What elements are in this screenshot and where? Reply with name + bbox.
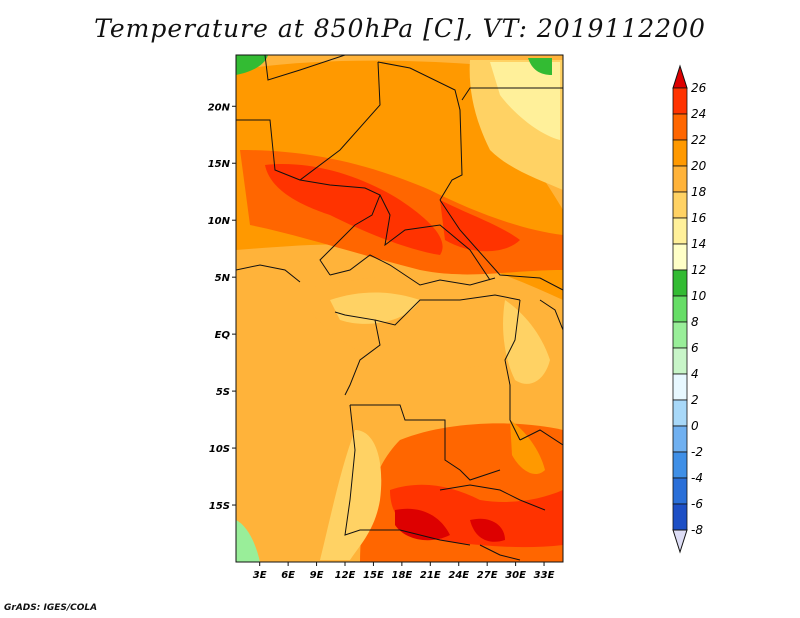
border-sudan-south <box>439 199 563 291</box>
colorbar-segment <box>672 451 688 479</box>
border-uganda-kenya <box>539 299 563 331</box>
colorbar-segment <box>672 321 688 349</box>
lat-tick-label: 20N <box>208 102 231 113</box>
colorbar-segment <box>672 191 688 219</box>
colorbar-segment <box>672 399 688 427</box>
lat-tick-label: 10N <box>208 216 231 227</box>
temperature-field <box>236 55 563 562</box>
lat-tick-label: 5N <box>215 273 231 284</box>
colorbar-label: -6 <box>691 497 703 511</box>
colorbar-label: 4 <box>691 367 699 381</box>
border-drc-east <box>504 299 521 441</box>
border-zambia-zimbabwe <box>439 484 546 511</box>
lon-tick-label: 33E <box>534 570 555 581</box>
map-frame <box>235 54 564 563</box>
colorbar-label: 0 <box>691 419 699 433</box>
lat-tick-label: 15S <box>209 501 230 512</box>
lon-tick-label: 30E <box>505 570 526 581</box>
grads-credit: GrADS: IGES/COLA <box>4 603 98 613</box>
longitude-axis: 3E 6E 9E 12E 15E 18E 21E 24E 27E 30E 33E <box>253 562 555 581</box>
colorbar-label: 22 <box>691 133 706 147</box>
colorbar-segment <box>672 373 688 401</box>
colorbar-label: -4 <box>691 471 703 485</box>
lat-tick-label: 15N <box>208 159 231 170</box>
lat-tick-label: 10S <box>209 444 230 455</box>
colorbar-under-arrow <box>672 529 688 554</box>
colorbar-segment <box>672 113 688 141</box>
lon-tick-label: 21E <box>420 570 441 581</box>
colorbar-segment <box>672 217 688 245</box>
border-cameroon-congo <box>329 254 496 286</box>
lon-tick-label: 9E <box>310 570 324 581</box>
colorbar-segment <box>672 477 688 505</box>
colorbar-segment <box>672 139 688 167</box>
colorbar-label: 12 <box>691 263 706 277</box>
colorbar-segment <box>672 503 688 531</box>
colorbar-label: 24 <box>691 107 706 121</box>
field-layer-14-16 <box>490 62 560 140</box>
lon-tick-label: 3E <box>253 570 267 581</box>
border-angola-namibia <box>344 404 471 546</box>
field-layer-20-22-east <box>510 420 545 475</box>
colorbar-segment <box>672 347 688 375</box>
lon-tick-label: 12E <box>335 570 356 581</box>
border-botswana <box>479 544 521 561</box>
colorbar-label: 26 <box>691 81 707 95</box>
colorbar-label: 20 <box>691 159 707 173</box>
lon-tick-label: 27E <box>477 570 498 581</box>
field-layer-12-14-nw <box>236 55 268 75</box>
border-algeria-mali <box>264 55 346 81</box>
lon-tick-label: 24E <box>448 570 469 581</box>
lat-tick-label: 5S <box>216 387 230 398</box>
lon-tick-label: 18E <box>391 570 412 581</box>
border-angola-drc <box>350 404 501 481</box>
field-layer-26-south-east <box>470 518 505 542</box>
colorbar-label: -2 <box>691 445 703 459</box>
border-chad-car <box>379 194 491 281</box>
colorbar-segment <box>672 425 688 453</box>
border-car-drc <box>374 294 521 326</box>
colorbar-label: -8 <box>691 523 703 537</box>
colorbar-label: 18 <box>691 185 707 199</box>
country-borders <box>236 55 563 561</box>
border-gabon-congo <box>334 311 381 396</box>
field-layer-8-10-sw <box>236 520 260 562</box>
colorbar-segment <box>672 269 688 297</box>
colorbar-segment <box>672 243 688 271</box>
colorbar-label: 16 <box>691 211 707 225</box>
field-layer-24-26-north <box>265 164 443 255</box>
border-niger-chad <box>377 61 463 201</box>
border-coast-ghana <box>236 264 301 283</box>
colorbar-label: 2 <box>691 393 699 407</box>
lon-tick-label: 15E <box>363 570 384 581</box>
colorbar-segment <box>672 87 688 115</box>
colorbar-over-arrow <box>672 64 688 89</box>
colorbar-label: 10 <box>691 289 707 303</box>
colorbar-label: 14 <box>691 237 706 251</box>
colorbar-label: 6 <box>691 341 699 355</box>
lat-tick-label: EQ <box>215 330 231 341</box>
border-tanzania-malawi <box>519 429 563 446</box>
latitude-axis: 20N 15N 10N 5N EQ 5S 10S 15S <box>208 102 236 512</box>
map-title: Temperature at 850hPa [C], VT: 201911220… <box>94 14 706 43</box>
field-layer-16-18-east <box>503 300 550 384</box>
colorbar-label: 8 <box>691 315 699 329</box>
border-libya-egypt-sudan <box>461 87 563 101</box>
lon-tick-label: 6E <box>281 570 295 581</box>
colorbar-segment <box>672 295 688 323</box>
field-layer-24-26-ne <box>440 200 520 252</box>
colorbar-segment <box>672 165 688 193</box>
field-layer-12-14-ne <box>528 58 552 75</box>
border-nigeria <box>299 179 381 276</box>
